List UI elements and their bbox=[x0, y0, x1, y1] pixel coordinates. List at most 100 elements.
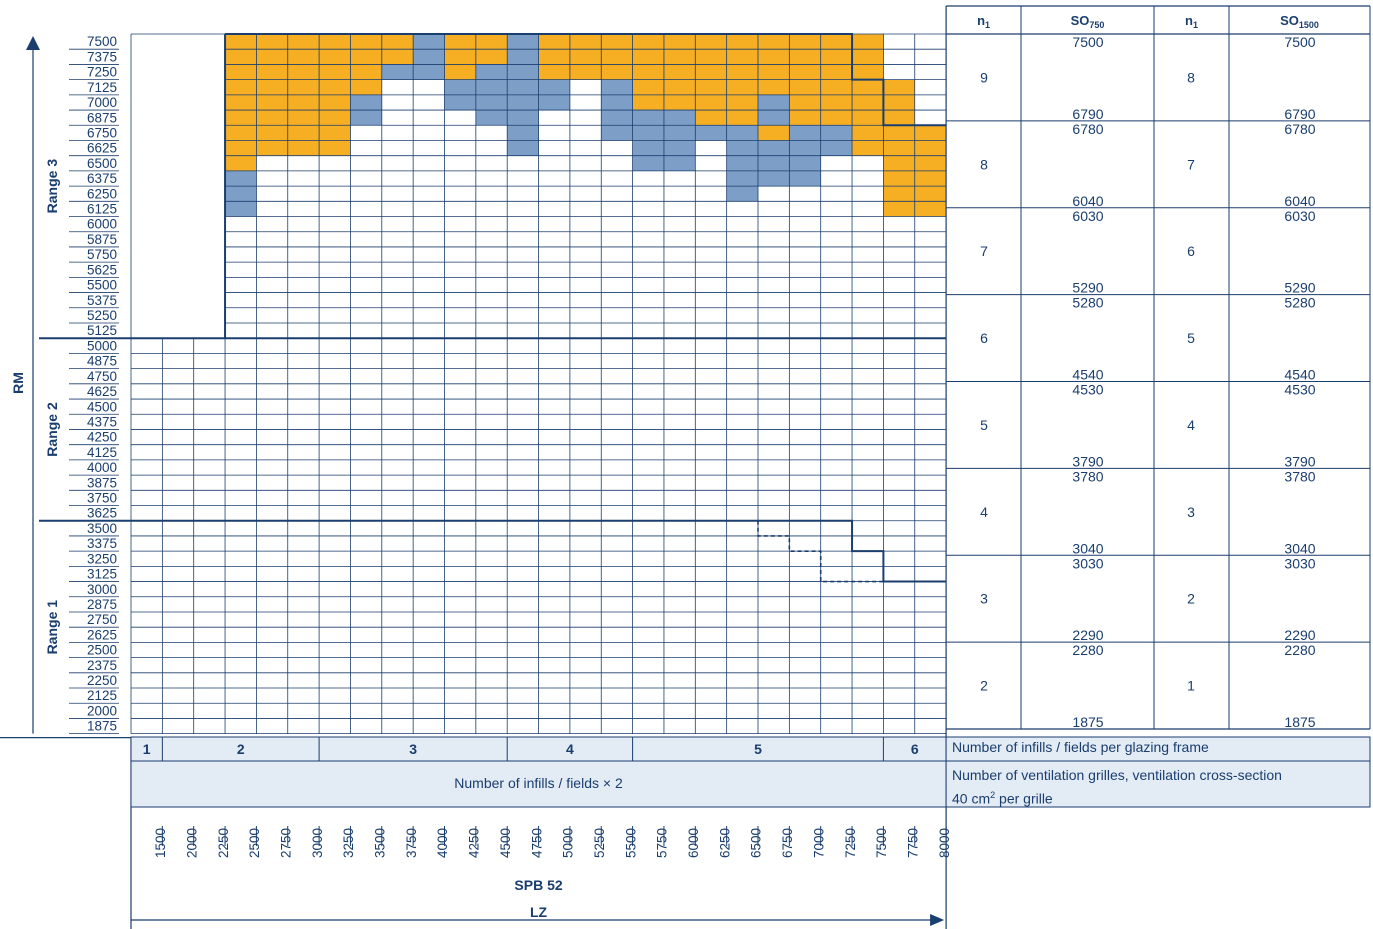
table-n1500: 8 bbox=[1187, 69, 1195, 85]
lz-tick-label: 7250 bbox=[843, 828, 858, 858]
table-n750: 6 bbox=[980, 330, 988, 346]
rm-tick-label: 7375 bbox=[87, 49, 117, 64]
heatmap-cell bbox=[758, 125, 790, 141]
lz-tick-label: 3250 bbox=[341, 828, 356, 858]
lz-tick-label: 7500 bbox=[874, 828, 889, 858]
rm-tick-label: 2625 bbox=[87, 627, 117, 642]
heatmap-cell bbox=[726, 64, 758, 80]
table-so750-bottom: 5290 bbox=[1072, 280, 1103, 296]
table-so750-top: 3780 bbox=[1072, 468, 1103, 484]
heatmap-cell bbox=[225, 110, 257, 126]
heatmap-cell bbox=[632, 125, 664, 141]
table-so750-bottom: 3040 bbox=[1072, 540, 1103, 556]
heatmap-cell bbox=[413, 64, 445, 80]
rm-tick-label: 6375 bbox=[87, 171, 117, 186]
heatmap-cell bbox=[852, 49, 884, 65]
heatmap-cell bbox=[601, 49, 633, 65]
heatmap-cell bbox=[350, 49, 382, 65]
heatmap-cell bbox=[883, 155, 915, 171]
note-grilles-line2-sup: 2 bbox=[990, 790, 996, 800]
table-n750: 8 bbox=[980, 156, 988, 172]
heatmap-cell bbox=[695, 79, 727, 95]
heatmap-cell bbox=[663, 79, 696, 95]
table-so1500-top: 3030 bbox=[1284, 555, 1315, 571]
heatmap-cell bbox=[789, 125, 821, 141]
heatmap-cell bbox=[475, 94, 508, 111]
heatmap-cell bbox=[789, 79, 821, 95]
heatmap-cell bbox=[726, 155, 758, 171]
rm-tick-label: 3125 bbox=[87, 567, 117, 582]
rm-tick-label: 7000 bbox=[87, 95, 117, 110]
table-n750: 9 bbox=[980, 69, 988, 85]
heatmap-cell bbox=[413, 34, 445, 50]
rm-tick-label: 5375 bbox=[87, 293, 117, 308]
heatmap-cell bbox=[538, 94, 570, 111]
lz-tick-label: 6000 bbox=[686, 828, 701, 858]
heatmap-cell bbox=[758, 94, 790, 111]
heatmap-cell bbox=[820, 49, 853, 65]
note-fields-per-frame: Number of infills / fields per glazing f… bbox=[952, 739, 1209, 755]
heatmap-cell bbox=[820, 140, 853, 156]
heatmap-cell bbox=[789, 110, 821, 126]
heatmap-cell bbox=[225, 64, 257, 80]
lz-tick-label: 4250 bbox=[467, 828, 482, 858]
heatmap-cell bbox=[789, 140, 821, 156]
note-grilles-line2-b: per grille bbox=[995, 790, 1053, 807]
heatmap-cell bbox=[475, 34, 508, 50]
heatmap-cell bbox=[852, 110, 884, 126]
heatmap-cell bbox=[225, 140, 257, 156]
heatmap-cell bbox=[632, 94, 664, 111]
heatmap-cell bbox=[507, 110, 539, 126]
heatmap-cell bbox=[444, 94, 476, 111]
table-so750-top: 2280 bbox=[1072, 642, 1103, 658]
rm-tick-label: 7500 bbox=[87, 34, 117, 49]
rm-tick-label: 2000 bbox=[87, 703, 117, 718]
heatmap-cell bbox=[507, 125, 539, 141]
heatmap-cell bbox=[225, 49, 257, 65]
table-n750: 4 bbox=[980, 504, 988, 520]
heatmap-cell bbox=[507, 94, 539, 111]
heatmap-cell bbox=[663, 49, 696, 65]
rm-axis-label: RM bbox=[10, 372, 26, 394]
heatmap-cell bbox=[758, 155, 790, 171]
lz-tick-label: 2500 bbox=[247, 828, 262, 858]
rm-tick-label: 3000 bbox=[87, 582, 117, 597]
range-label: Range 2 bbox=[44, 402, 60, 457]
table-so750-bottom: 3790 bbox=[1072, 453, 1103, 469]
heatmap-cell bbox=[444, 34, 476, 50]
heatmap-cell bbox=[663, 155, 696, 171]
heatmap-cell bbox=[820, 79, 853, 95]
rm-tick-label: 6000 bbox=[87, 217, 117, 232]
heatmap-cell bbox=[319, 79, 351, 95]
table-n1500: 6 bbox=[1187, 243, 1195, 259]
heatmap-cell bbox=[569, 34, 602, 50]
rm-tick-label: 3500 bbox=[87, 521, 117, 536]
heatmap-cell bbox=[381, 64, 414, 80]
heatmap-cell bbox=[225, 79, 257, 95]
heatmap-cell bbox=[883, 125, 915, 141]
heatmap-cell bbox=[695, 94, 727, 111]
heatmap-cell bbox=[350, 94, 382, 111]
rm-tick-label: 6750 bbox=[87, 125, 117, 140]
note-ventilation-grilles: Number of ventilation grilles, ventilati… bbox=[952, 765, 1282, 809]
heatmap-cell bbox=[632, 34, 664, 50]
heatmap-cell bbox=[726, 186, 758, 202]
heatmap-cell bbox=[663, 140, 696, 156]
heatmap-cell bbox=[287, 110, 320, 126]
heatmap-cell bbox=[789, 155, 821, 171]
heatmap-cell bbox=[883, 186, 915, 202]
heatmap-cell bbox=[726, 34, 758, 50]
table-so1500-bottom: 6040 bbox=[1284, 193, 1315, 209]
heatmap-cell bbox=[225, 201, 257, 217]
heatmap-cell bbox=[256, 79, 288, 95]
heatmap-cell bbox=[319, 34, 351, 50]
rm-tick-label: 4500 bbox=[87, 399, 117, 414]
heatmap-cell bbox=[914, 155, 947, 171]
table-so750-bottom: 1875 bbox=[1072, 714, 1103, 730]
heatmap-cell bbox=[820, 34, 853, 50]
table-so1500-top: 7500 bbox=[1284, 34, 1315, 50]
heatmap-cell bbox=[350, 79, 382, 95]
heatmap-cell bbox=[789, 49, 821, 65]
lz-tick-label: 6750 bbox=[780, 828, 795, 858]
